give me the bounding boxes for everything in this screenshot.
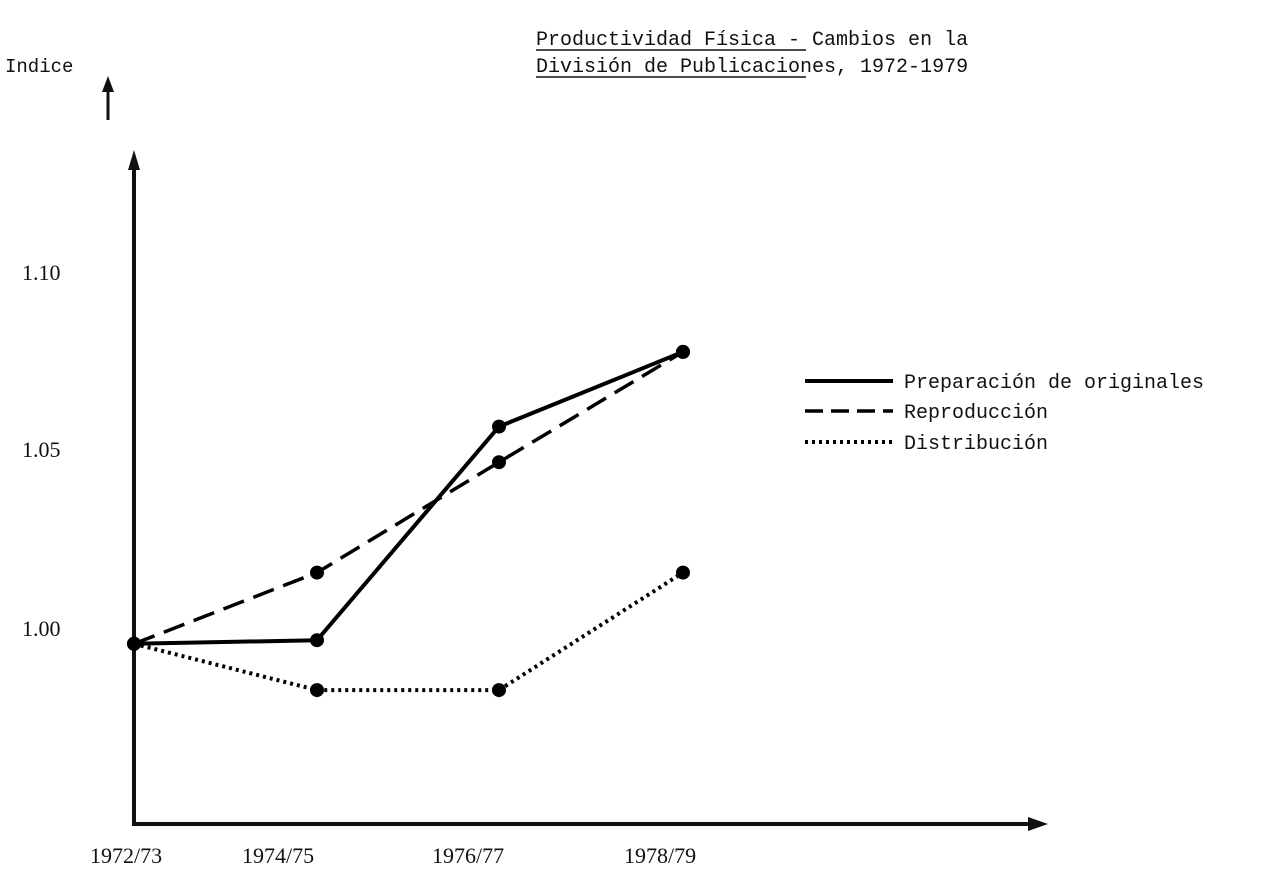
data-point-reproduccion-1978-79 — [676, 344, 690, 359]
series-points-preparacion — [127, 344, 690, 651]
data-point-preparacion-1976-77 — [492, 419, 506, 434]
data-point-reproduccion-1974-75 — [310, 565, 324, 580]
x-tick-label-1976-77: 1976/77 — [432, 843, 504, 868]
data-point-preparacion-1974-75 — [310, 633, 324, 648]
y-tick-label-1-00: 1.00 — [22, 616, 61, 641]
x-tick-labels: 1972/73 1974/75 1976/77 1978/79 — [90, 843, 696, 868]
x-tick-label-1974-75: 1974/75 — [242, 843, 314, 868]
y-label-arrow-head — [102, 76, 114, 92]
legend-label-distribucion: Distribución — [904, 433, 1048, 456]
y-tick-label-1-10: 1.10 — [22, 260, 61, 285]
legend-label-reproduccion: Reproducción — [904, 402, 1048, 425]
x-axis-arrow — [1028, 817, 1048, 831]
y-axis-arrow — [128, 150, 140, 170]
chart-title-line-2: División de Publicaciones, 1972-1979 — [536, 56, 968, 79]
data-point-distribucion-1972-73 — [127, 636, 141, 651]
series-points-distribucion — [127, 565, 690, 698]
series-layer — [127, 344, 690, 698]
y-tick-label-1-05: 1.05 — [22, 437, 61, 462]
data-point-reproduccion-1976-77 — [492, 455, 506, 470]
series-points-reproduccion — [127, 344, 690, 651]
series-line-reproduccion — [133, 350, 684, 646]
chart-title-line-1: Productividad Física - Cambios en la — [536, 29, 968, 52]
legend-label-preparacion: Preparación de originales — [904, 372, 1204, 395]
data-point-distribucion-1976-77 — [492, 683, 506, 698]
x-tick-label-1978-79: 1978/79 — [624, 843, 696, 868]
series-line-distribucion — [133, 570, 685, 693]
data-point-distribucion-1974-75 — [310, 683, 324, 698]
series-line-preparacion — [133, 350, 684, 646]
y-axis-label: Indice — [5, 56, 73, 78]
x-tick-label-1972-73: 1972/73 — [90, 843, 162, 868]
data-point-distribucion-1978-79 — [676, 565, 690, 580]
y-tick-labels: 1.00 1.05 1.10 — [22, 260, 61, 641]
legend: Preparación de originales Reproducción D… — [805, 372, 1204, 456]
axes — [128, 150, 1048, 831]
